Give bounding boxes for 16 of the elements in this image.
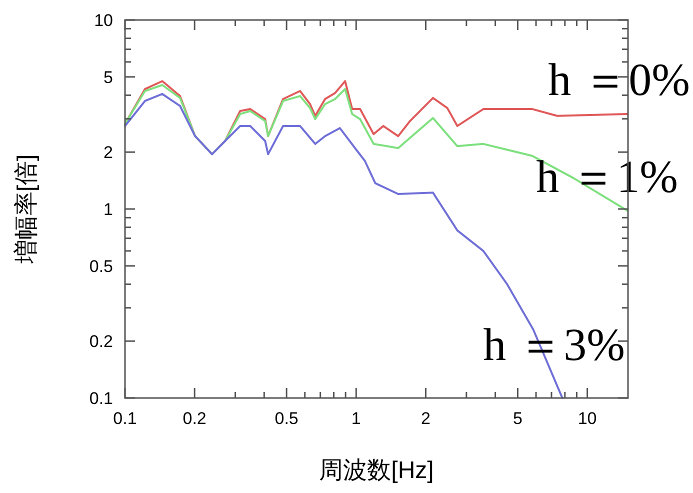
x-tick-label: 10 <box>578 409 597 428</box>
x-tick-label: 1 <box>351 409 361 428</box>
y-tick-label: 2 <box>104 143 113 162</box>
x-tick-label: 0.5 <box>274 409 298 428</box>
series-label: h ＝0% <box>548 54 690 105</box>
x-tick-label: 0.2 <box>182 409 206 428</box>
y-tick-label: 10 <box>94 11 113 30</box>
y-tick-label: 5 <box>104 68 113 87</box>
y-tick-label: 0.2 <box>89 332 113 352</box>
y-tick-label: 0.5 <box>89 256 113 276</box>
x-tick-label: 2 <box>420 409 430 428</box>
y-tick-label: 1 <box>104 200 113 219</box>
x-tick-label: 5 <box>512 409 522 428</box>
y-tick-label: 0.1 <box>89 389 113 408</box>
y-axis-title: 増幅率[倍] <box>13 154 40 265</box>
x-axis-title: 周波数[Hz] <box>319 457 434 484</box>
